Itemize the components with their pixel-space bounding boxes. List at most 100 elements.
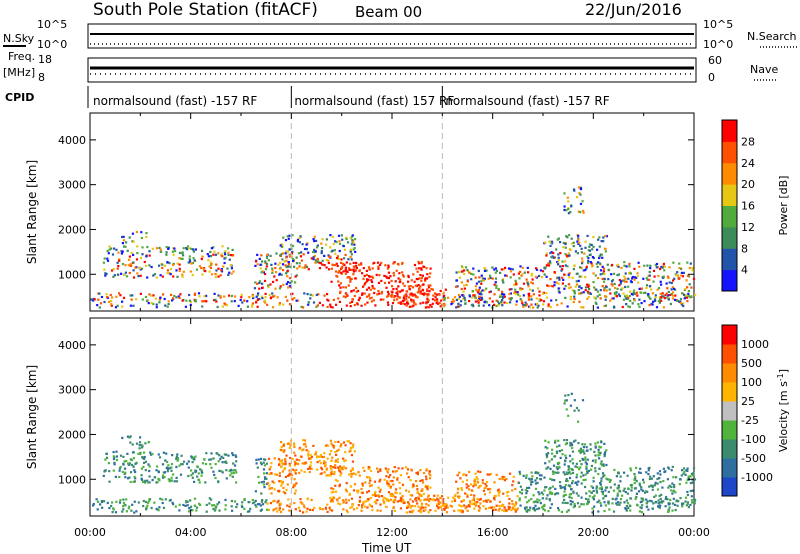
- data-cell: [634, 497, 637, 501]
- data-cell: [566, 479, 569, 483]
- data-cell: [342, 508, 345, 511]
- data-cell: [189, 261, 192, 264]
- data-cell: [466, 280, 469, 283]
- data-cell: [122, 455, 125, 458]
- data-cell: [288, 509, 291, 512]
- data-cell: [578, 505, 581, 508]
- data-cell: [214, 253, 217, 256]
- data-cell: [424, 485, 427, 488]
- data-cell: [144, 460, 147, 463]
- data-cell: [383, 478, 386, 481]
- data-cell: [468, 300, 471, 303]
- data-cell: [694, 293, 697, 296]
- data-cell: [192, 456, 195, 459]
- data-cell: [644, 291, 647, 294]
- data-cell: [611, 279, 615, 282]
- data-cell: [235, 506, 238, 509]
- data-cell: [686, 261, 689, 264]
- data-cell: [429, 486, 432, 489]
- data-cell: [139, 274, 142, 277]
- data-cell: [198, 481, 201, 484]
- data-cell: [682, 271, 685, 274]
- data-cell: [286, 235, 289, 238]
- data-cell: [356, 491, 359, 494]
- data-cell: [196, 465, 199, 468]
- data-cell: [453, 499, 457, 502]
- data-cell: [353, 294, 356, 298]
- data-cell: [495, 504, 498, 507]
- data-cell: [340, 443, 343, 446]
- data-cell: [283, 449, 286, 452]
- data-cell: [340, 234, 343, 237]
- data-cell: [536, 498, 539, 501]
- data-cell: [671, 482, 674, 485]
- data-cell: [648, 304, 651, 307]
- data-cell: [576, 483, 579, 486]
- data-cell: [220, 455, 223, 458]
- data-cell: [458, 504, 461, 507]
- data-cell: [182, 460, 186, 463]
- data-cell: [452, 300, 456, 303]
- data-cell: [420, 502, 423, 505]
- data-cell: [399, 278, 402, 281]
- data-cell: [197, 292, 201, 295]
- data-cell: [471, 502, 474, 505]
- data-cell: [386, 290, 390, 293]
- data-cell: [302, 253, 305, 256]
- data-cell: [425, 301, 428, 304]
- data-cell: [275, 279, 278, 282]
- data-cell: [286, 250, 289, 253]
- data-cell: [303, 266, 306, 269]
- data-cell: [180, 257, 183, 260]
- data-cell: [282, 444, 285, 447]
- data-cell: [219, 296, 222, 299]
- data-cell: [473, 494, 476, 497]
- data-cell: [499, 294, 502, 297]
- data-cell: [114, 475, 117, 478]
- data-cell: [574, 465, 577, 468]
- colorbar-label: Power [dB]: [777, 176, 790, 236]
- data-cell: [320, 252, 323, 255]
- data-cell: [356, 303, 359, 306]
- data-cell: [419, 469, 422, 472]
- data-cell: [604, 304, 607, 307]
- data-cell: [354, 238, 357, 241]
- data-cell: [497, 491, 500, 494]
- data-cell: [323, 254, 326, 257]
- data-cell: [303, 247, 307, 251]
- data-cell: [389, 480, 392, 483]
- data-cell: [225, 477, 228, 480]
- data-cell: [340, 472, 343, 475]
- data-cell: [145, 235, 148, 239]
- data-cell: [531, 289, 534, 292]
- data-cell: [121, 305, 124, 308]
- data-cell: [659, 267, 662, 271]
- data-cell: [190, 469, 193, 472]
- data-cell: [294, 275, 297, 278]
- data-cell: [584, 276, 587, 279]
- data-cell: [279, 254, 282, 257]
- data-cell: [371, 494, 374, 497]
- data-cell: [330, 472, 333, 475]
- data-cell: [207, 259, 210, 262]
- data-cell: [367, 498, 370, 501]
- data-cell: [666, 498, 669, 501]
- data-cell: [357, 489, 360, 492]
- data-cell: [565, 399, 568, 402]
- data-cell: [350, 277, 353, 280]
- data-cell: [615, 291, 618, 294]
- data-cell: [325, 238, 328, 241]
- data-cell: [571, 446, 574, 450]
- data-cell: [172, 503, 175, 506]
- data-cell: [261, 260, 264, 263]
- data-cell: [379, 503, 382, 506]
- data-cell: [281, 243, 284, 246]
- data-cell: [315, 450, 318, 454]
- data-cell: [379, 509, 382, 512]
- data-cell: [524, 301, 527, 304]
- data-cell: [441, 504, 444, 507]
- data-cell: [246, 300, 249, 303]
- data-cell: [483, 289, 486, 292]
- data-cell: [312, 258, 315, 261]
- data-cell: [638, 298, 641, 301]
